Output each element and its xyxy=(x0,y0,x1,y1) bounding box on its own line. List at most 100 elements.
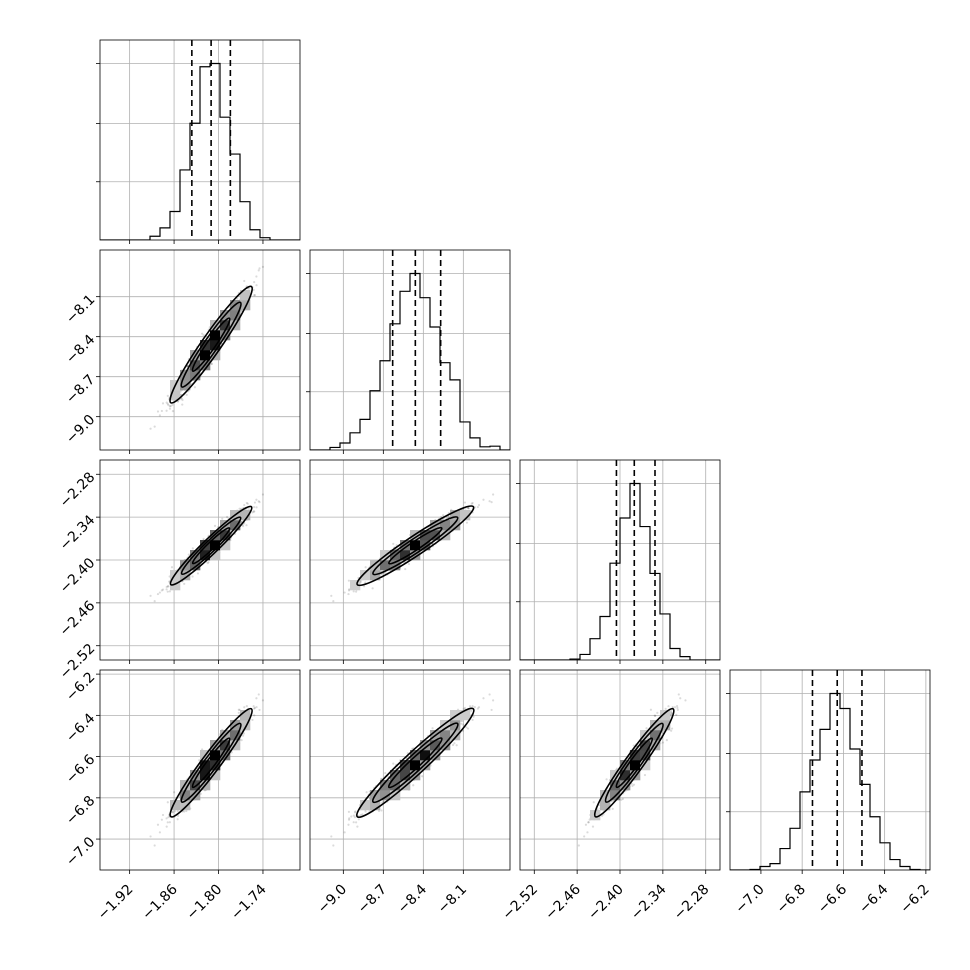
sample-point xyxy=(201,332,204,335)
density-cell xyxy=(380,560,391,571)
sample-point xyxy=(166,801,169,804)
sample-point xyxy=(167,585,170,588)
histogram-line xyxy=(310,272,510,450)
density-cell xyxy=(200,540,211,551)
sample-point xyxy=(166,394,169,397)
sample-point xyxy=(255,705,258,709)
sample-point xyxy=(176,814,180,817)
sample-point xyxy=(255,284,258,287)
sample-point xyxy=(364,566,367,569)
sample-point xyxy=(466,727,470,730)
sample-point xyxy=(361,813,364,816)
sample-point xyxy=(193,386,197,389)
sample-point xyxy=(161,402,165,405)
density-cell xyxy=(430,740,441,751)
sample-point xyxy=(380,777,383,780)
density-cell xyxy=(240,510,251,521)
sample-point xyxy=(392,762,395,765)
sample-point xyxy=(492,699,495,702)
sample-point xyxy=(467,507,470,510)
sample-point xyxy=(347,589,351,592)
sample-point xyxy=(473,705,476,709)
density-cell xyxy=(240,300,251,311)
density-cell xyxy=(440,520,451,531)
sample-point xyxy=(488,500,491,503)
contour-level xyxy=(180,301,242,388)
sample-point xyxy=(347,592,350,596)
sample-point xyxy=(596,808,599,811)
contour-level xyxy=(180,722,242,803)
sample-point xyxy=(180,397,183,400)
contour-level xyxy=(191,317,231,372)
sample-point xyxy=(330,594,333,597)
sample-point xyxy=(196,572,200,575)
panel-frame xyxy=(309,669,511,871)
density-cell xyxy=(230,310,241,321)
sample-point xyxy=(353,816,357,819)
sample-point xyxy=(421,775,424,778)
sample-point xyxy=(355,590,358,593)
sample-point xyxy=(221,517,224,520)
density-cell xyxy=(410,770,421,781)
sample-point xyxy=(207,561,210,564)
sample-point xyxy=(161,813,165,817)
sample-point xyxy=(168,590,171,593)
sample-point xyxy=(466,506,470,509)
sample-point xyxy=(258,267,261,270)
y-tick-label: −8.7 xyxy=(63,372,98,407)
sample-point xyxy=(355,821,358,824)
sample-point xyxy=(467,507,470,510)
density-cell xyxy=(240,290,251,301)
panel-2-2 xyxy=(516,459,721,664)
sample-point xyxy=(253,501,257,504)
sample-point xyxy=(348,817,351,820)
sample-point xyxy=(167,403,170,407)
sample-point xyxy=(343,591,346,594)
density-cell xyxy=(440,720,451,731)
sample-point xyxy=(165,817,168,820)
sample-point xyxy=(252,705,255,708)
sample-point xyxy=(171,810,175,813)
sample-point xyxy=(350,815,353,818)
sample-point xyxy=(202,333,205,337)
sample-point xyxy=(353,811,357,814)
sample-point xyxy=(258,501,261,504)
density-cell xyxy=(420,740,431,751)
sample-point xyxy=(240,738,243,742)
contour-level xyxy=(191,737,231,789)
sample-point xyxy=(191,575,194,578)
sample-point xyxy=(246,502,249,505)
sample-point xyxy=(241,525,245,528)
density-cell xyxy=(410,760,421,771)
panel-frame xyxy=(519,459,721,661)
contour-level xyxy=(388,526,443,565)
density-cell xyxy=(390,560,401,571)
sample-point xyxy=(176,810,180,813)
sample-point xyxy=(166,402,169,405)
density-cell xyxy=(360,570,371,581)
sample-point xyxy=(670,729,673,732)
sample-point xyxy=(160,589,163,592)
sample-point xyxy=(253,714,256,717)
sample-point xyxy=(359,814,362,817)
sample-point xyxy=(171,811,174,814)
contour-level xyxy=(355,707,475,819)
y-tick-label: −8.4 xyxy=(63,332,98,367)
sample-point xyxy=(352,821,355,824)
contour-level xyxy=(169,285,254,404)
sample-point xyxy=(242,732,246,735)
contour-level xyxy=(169,707,253,818)
sample-point xyxy=(471,501,474,505)
sample-point xyxy=(477,503,481,507)
sample-point xyxy=(462,707,465,710)
sample-point xyxy=(153,844,156,847)
density-cell xyxy=(410,540,421,551)
panel-frame xyxy=(99,669,301,871)
sample-point xyxy=(332,599,335,603)
panel-2-1 xyxy=(309,459,511,664)
sample-point xyxy=(343,831,346,834)
sample-point xyxy=(245,524,248,527)
sample-point xyxy=(632,744,635,747)
sample-point xyxy=(347,823,350,826)
density-cell xyxy=(360,800,371,811)
